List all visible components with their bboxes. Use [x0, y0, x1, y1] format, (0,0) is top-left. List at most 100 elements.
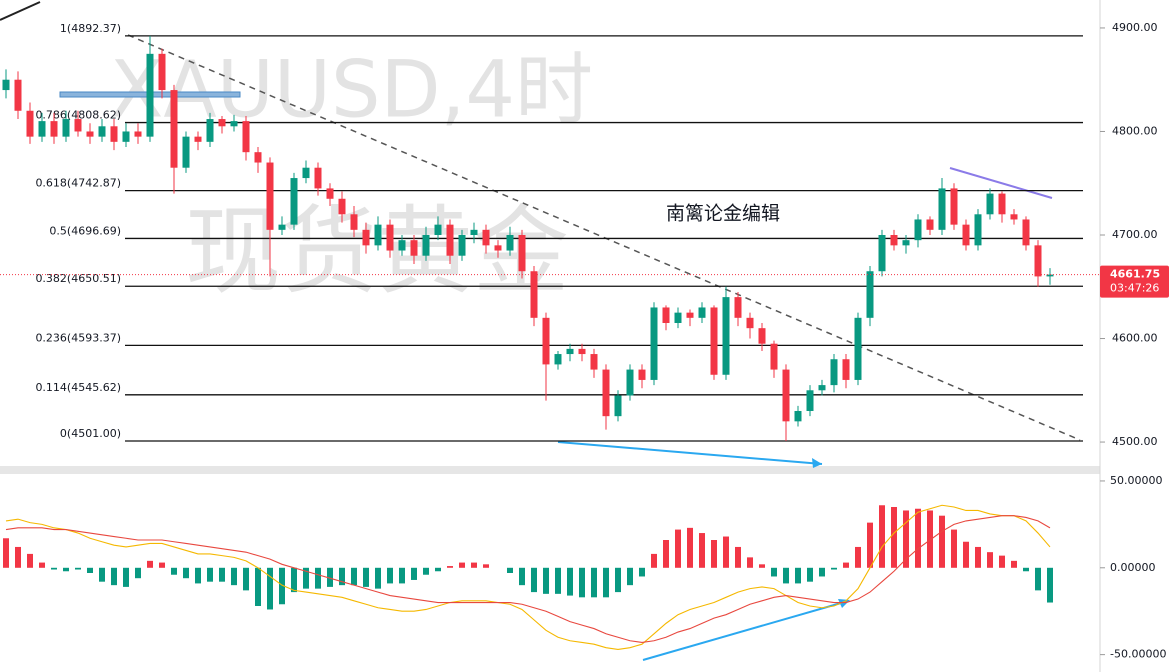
arrow-head — [838, 599, 850, 608]
macd-histogram-bar — [951, 529, 957, 568]
macd-histogram-bar — [1023, 567, 1029, 572]
candle-body — [218, 119, 226, 127]
macd-histogram-bar — [903, 510, 909, 568]
macd-histogram-bar — [363, 567, 369, 587]
candle-body — [314, 167, 322, 189]
macd-histogram-bar — [471, 562, 477, 568]
trend-line — [127, 34, 1081, 441]
candle-body — [1022, 219, 1030, 246]
macd-histogram-bar — [159, 562, 165, 568]
candle-body — [890, 235, 898, 246]
candle-body — [62, 119, 70, 137]
macd-histogram-bar — [447, 566, 453, 568]
watermark-subtitle: 现货黄金 — [185, 195, 569, 307]
candle-body — [278, 224, 286, 230]
candle-body — [74, 119, 82, 132]
macd-histogram-bar — [603, 567, 609, 598]
y-tick-label: 0.00000 — [1110, 561, 1156, 574]
candle-body — [686, 312, 694, 318]
candle-body — [410, 240, 418, 256]
fib-label: 0.618(4742.87) — [35, 177, 121, 190]
candle-body — [926, 219, 934, 230]
candle-body — [746, 317, 754, 329]
candle-body — [974, 214, 982, 246]
annotation: 南篱论金编辑 — [666, 203, 780, 225]
macd-histogram-bar — [315, 567, 321, 589]
macd-histogram-bar — [975, 546, 981, 568]
candle-body — [518, 235, 526, 272]
macd-histogram-bar — [219, 567, 225, 582]
candle-body — [1046, 274, 1054, 277]
macd-dea-line — [5, 515, 1051, 644]
macd-histogram-bar — [927, 510, 933, 568]
macd-histogram-bar — [483, 564, 489, 568]
macd-histogram-bar — [663, 540, 669, 568]
candle-body — [758, 328, 766, 344]
candle-body — [422, 235, 430, 256]
candle-body — [494, 245, 502, 251]
candle-body — [698, 307, 706, 318]
macd-histogram-bar — [399, 567, 405, 584]
macd-histogram-bar — [507, 567, 513, 573]
candle-body — [662, 307, 670, 323]
candle-body — [1034, 245, 1042, 277]
candle-body — [86, 131, 94, 137]
macd-histogram-bar — [99, 567, 105, 582]
macd-histogram-bar — [15, 546, 21, 568]
fib-label: 0.5(4696.69) — [49, 224, 121, 237]
macd-histogram-bar — [771, 567, 777, 577]
candle-body — [614, 395, 622, 417]
macd-histogram-bar — [915, 508, 921, 568]
macd-histogram-bar — [855, 546, 861, 568]
macd-histogram-bar — [711, 540, 717, 568]
macd-histogram-bar — [327, 567, 333, 587]
macd-histogram-bar — [963, 541, 969, 568]
price-tag-label: 4661.75 — [1110, 268, 1160, 281]
macd-histogram-bar — [435, 567, 441, 572]
candle-body — [230, 121, 238, 127]
trend-line — [0, 1, 41, 21]
candle-body — [326, 188, 334, 199]
candle-body — [362, 229, 370, 246]
macd-histogram-bar — [567, 567, 573, 596]
candle-body — [554, 354, 562, 365]
candle-body — [146, 53, 154, 137]
macd-histogram-bar — [591, 567, 597, 598]
macd-histogram-bar — [291, 567, 297, 593]
candle-body — [110, 126, 118, 142]
candle-body — [638, 369, 646, 380]
y-tick-label: 4800.00 — [1112, 124, 1158, 137]
macd-histogram-bar — [675, 529, 681, 568]
trend-line — [949, 167, 1053, 199]
candle-body — [302, 167, 310, 179]
macd-histogram-bar — [63, 567, 69, 572]
macd-histogram-bar — [723, 536, 729, 568]
macd-histogram-bar — [891, 507, 897, 568]
candle-body — [794, 410, 802, 422]
candle-body — [782, 369, 790, 422]
macd-histogram-bar — [231, 567, 237, 586]
candle-body — [674, 312, 682, 323]
candle-body — [1010, 214, 1018, 220]
macd-histogram-bar — [1047, 567, 1053, 603]
candle-body — [650, 307, 658, 380]
macd-histogram-bar — [423, 567, 429, 575]
fib-label: 0.236(4593.37) — [35, 331, 121, 344]
macd-dif-line — [5, 504, 1051, 650]
countdown: 03:47:26 — [1110, 282, 1159, 295]
candle-body — [290, 178, 298, 225]
macd-histogram-bar — [687, 527, 693, 568]
candle-body — [50, 121, 58, 137]
candle-body — [2, 79, 10, 91]
macd-histogram-bar — [183, 567, 189, 579]
macd-histogram-bar — [3, 538, 9, 568]
macd-histogram-bar — [411, 567, 417, 580]
macd-histogram-bar — [819, 567, 825, 577]
candle-body — [122, 131, 130, 142]
candle-body — [506, 235, 514, 251]
macd-histogram-bar — [111, 567, 117, 586]
candle-body — [986, 193, 994, 215]
candle-body — [398, 240, 406, 251]
candle-body — [950, 188, 958, 225]
candle-body — [386, 224, 394, 251]
